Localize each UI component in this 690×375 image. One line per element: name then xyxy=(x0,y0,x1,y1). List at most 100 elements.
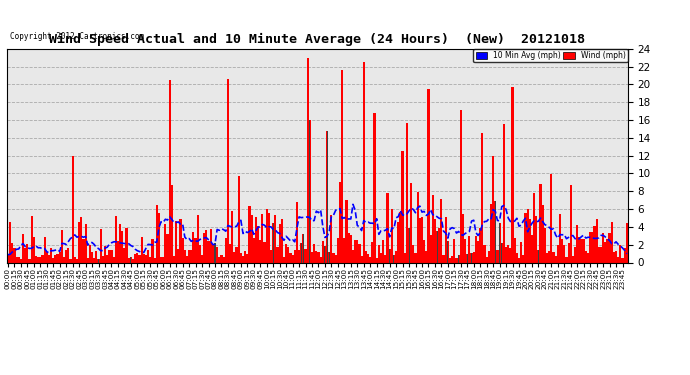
Bar xyxy=(479,228,482,262)
Bar xyxy=(106,255,108,262)
Bar xyxy=(119,224,121,262)
Bar xyxy=(279,224,281,262)
Bar xyxy=(193,232,195,262)
Bar xyxy=(404,253,406,262)
Bar xyxy=(231,211,233,262)
Bar xyxy=(447,242,448,262)
Bar xyxy=(74,257,76,262)
Bar xyxy=(168,80,171,262)
Bar xyxy=(98,259,99,262)
Bar xyxy=(285,244,287,262)
Bar xyxy=(112,257,115,262)
Bar xyxy=(173,256,175,262)
Bar xyxy=(466,254,469,262)
Bar xyxy=(250,215,253,262)
Bar xyxy=(124,248,126,262)
Bar xyxy=(115,216,117,262)
Bar xyxy=(335,255,337,262)
Bar xyxy=(369,257,371,262)
Bar xyxy=(33,237,35,262)
Bar xyxy=(436,231,438,262)
Bar xyxy=(264,242,266,262)
Bar xyxy=(214,243,216,262)
Bar xyxy=(328,252,331,262)
Bar xyxy=(171,185,173,262)
Bar xyxy=(296,201,298,262)
Bar xyxy=(548,251,551,262)
Bar xyxy=(501,243,503,262)
Bar xyxy=(229,244,231,262)
Bar xyxy=(415,253,417,262)
Bar xyxy=(457,255,460,262)
Bar xyxy=(440,200,442,262)
Bar xyxy=(460,110,462,262)
Bar xyxy=(216,247,218,262)
Bar xyxy=(585,251,587,262)
Bar xyxy=(294,249,296,262)
Bar xyxy=(356,240,358,262)
Bar xyxy=(371,242,373,262)
Bar xyxy=(580,239,582,262)
Bar xyxy=(538,249,539,262)
Bar xyxy=(595,219,598,262)
Bar xyxy=(484,245,486,262)
Bar xyxy=(197,215,199,262)
Bar xyxy=(301,243,302,262)
Bar xyxy=(427,89,429,262)
Bar xyxy=(266,209,268,262)
Bar xyxy=(565,257,567,262)
Bar xyxy=(97,259,99,262)
Bar xyxy=(412,244,415,262)
Bar xyxy=(283,258,285,262)
Bar xyxy=(208,242,210,262)
Bar xyxy=(477,241,479,262)
Bar xyxy=(567,243,570,262)
Bar xyxy=(488,251,490,262)
Bar xyxy=(542,206,544,262)
Bar xyxy=(274,215,277,262)
Bar xyxy=(253,238,255,262)
Bar xyxy=(365,251,367,262)
Bar xyxy=(572,256,574,262)
Bar xyxy=(333,253,335,262)
Bar xyxy=(613,252,615,262)
Bar xyxy=(57,254,59,262)
Bar xyxy=(444,217,447,262)
Bar xyxy=(490,204,492,262)
Bar xyxy=(442,255,444,262)
Bar xyxy=(244,251,246,262)
Bar xyxy=(104,246,106,262)
Bar xyxy=(482,134,484,262)
Bar xyxy=(262,214,264,262)
Bar xyxy=(48,255,50,262)
Bar xyxy=(50,248,52,262)
Bar xyxy=(291,255,294,262)
Bar xyxy=(130,256,132,262)
Bar xyxy=(466,254,468,262)
Bar xyxy=(130,256,131,262)
Bar xyxy=(350,235,352,262)
Bar xyxy=(363,63,365,262)
Bar xyxy=(20,259,22,262)
Bar xyxy=(354,240,356,262)
Bar xyxy=(319,257,322,262)
Bar xyxy=(501,243,502,262)
Bar xyxy=(166,234,168,262)
Bar xyxy=(39,257,41,262)
Bar xyxy=(195,238,197,262)
Bar xyxy=(576,225,578,262)
Bar xyxy=(352,250,354,262)
Bar xyxy=(132,259,134,262)
Bar xyxy=(492,156,494,262)
Bar xyxy=(164,225,166,262)
Bar xyxy=(469,236,471,262)
Bar xyxy=(72,156,74,262)
Bar xyxy=(604,242,607,262)
Bar xyxy=(511,87,513,262)
Bar xyxy=(30,216,33,262)
Bar xyxy=(303,234,304,262)
Bar xyxy=(563,245,565,262)
Bar xyxy=(438,228,440,262)
Bar xyxy=(65,251,68,262)
Bar xyxy=(9,222,11,262)
